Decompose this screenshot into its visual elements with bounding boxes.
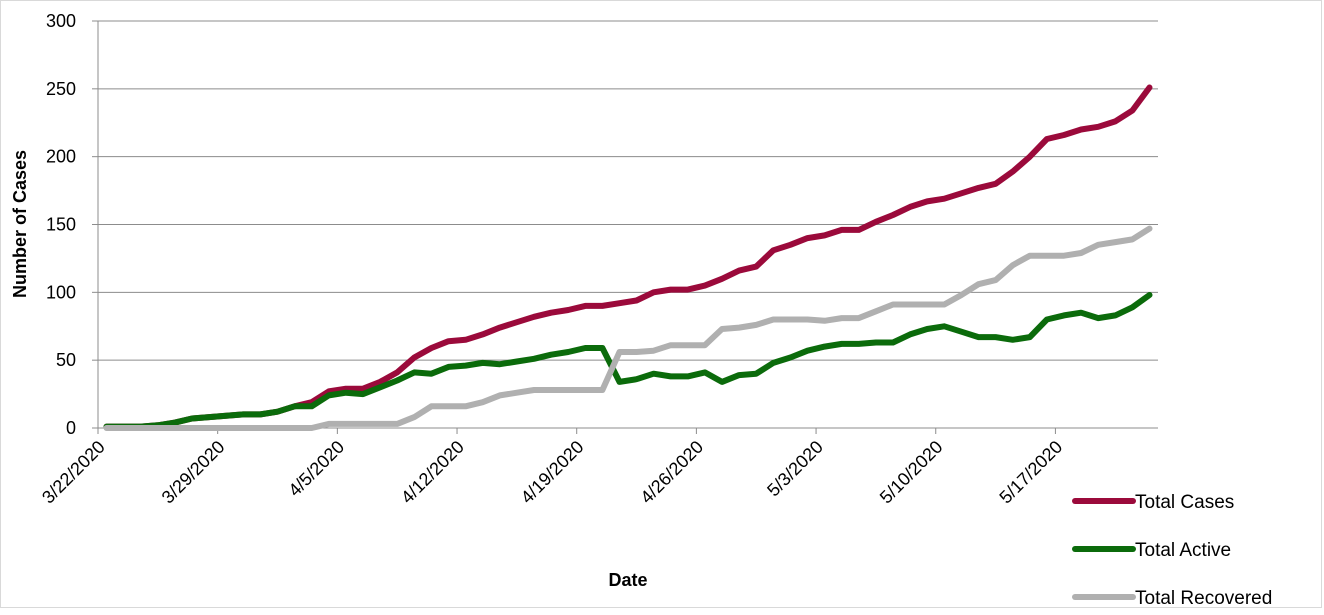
y-tick-labels: 0 50 100 150 200 250 300 bbox=[46, 11, 76, 438]
series-lines bbox=[103, 84, 1153, 431]
legend-label: Total Active bbox=[1135, 540, 1231, 561]
legend-label: Total Recovered bbox=[1135, 588, 1272, 609]
y-tick-label: 300 bbox=[46, 11, 76, 31]
series-line-total-active bbox=[103, 292, 1153, 430]
y-axis-title: Number of Cases bbox=[10, 150, 30, 298]
gridlines bbox=[92, 20, 1158, 429]
y-tick-label: 0 bbox=[66, 418, 76, 438]
legend-label: Total Cases bbox=[1135, 492, 1234, 513]
series-line-total-recovered bbox=[103, 225, 1153, 431]
x-axis-title: Date bbox=[608, 570, 647, 590]
y-tick-label: 150 bbox=[46, 215, 76, 235]
y-tick-label: 200 bbox=[46, 147, 76, 167]
y-tick-label: 50 bbox=[56, 350, 76, 370]
y-tick-label: 250 bbox=[46, 79, 76, 99]
y-tick-label: 100 bbox=[46, 282, 76, 302]
legend: Total Cases Total Active Total Recovered bbox=[1072, 492, 1272, 609]
